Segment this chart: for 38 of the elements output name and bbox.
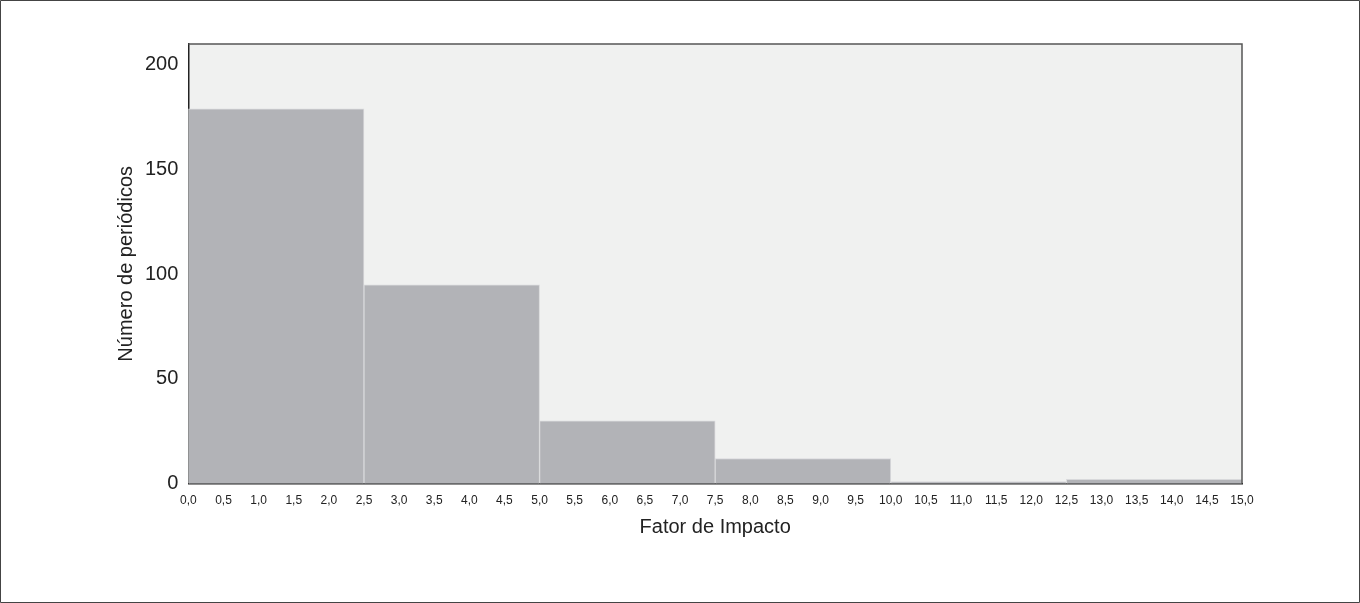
- x-tick-label: 9,5: [847, 493, 865, 508]
- x-tick-label: 5,0: [531, 493, 549, 508]
- x-tick-label: 12,0: [1019, 493, 1044, 508]
- x-tick-label: 15,0: [1230, 493, 1254, 508]
- x-tick-label: 1,5: [285, 493, 303, 508]
- x-tick-label: 14,0: [1160, 493, 1184, 508]
- x-tick-label: 2,5: [355, 493, 373, 508]
- x-tick-label: 7,0: [671, 493, 689, 508]
- y-tick-label: 100: [144, 261, 179, 284]
- y-tick-label: 200: [144, 52, 179, 75]
- x-tick-label: 4,0: [460, 493, 478, 508]
- x-tick-label: 3,0: [390, 493, 408, 508]
- x-tick-label: 0,0: [180, 493, 198, 508]
- x-tick-label: 11,5: [984, 493, 1008, 508]
- x-tick-label: 1,0: [250, 493, 268, 508]
- x-tick-label: 10,0: [879, 493, 903, 508]
- x-tick-label: 3,5: [425, 493, 443, 508]
- x-tick-label: 10,5: [914, 493, 938, 508]
- x-tick-label: 0,5: [215, 493, 233, 508]
- x-tick-label: 5,5: [566, 493, 584, 508]
- x-tick-label: 8,5: [777, 493, 795, 508]
- x-tick-label: 8,0: [741, 493, 759, 508]
- y-axis-title: Número de periódicos: [113, 165, 136, 362]
- y-tick-label: 50: [156, 366, 179, 389]
- y-tick-label: 0: [167, 471, 179, 494]
- x-tick-label: 4,5: [496, 493, 514, 508]
- x-tick-label: 13,0: [1089, 493, 1114, 508]
- x-tick-label: 6,5: [636, 493, 654, 508]
- x-axis-title: Fator de Impacto: [639, 514, 791, 537]
- x-tick-label: 13,5: [1124, 493, 1149, 508]
- x-tick-label: 2,0: [320, 493, 338, 508]
- x-tick-label: 14,5: [1195, 493, 1219, 508]
- x-tick-label: 9,0: [812, 493, 830, 508]
- x-tick-label: 12,5: [1054, 493, 1079, 508]
- x-tick-label: 7,5: [706, 493, 724, 508]
- y-tick-label: 150: [144, 157, 179, 180]
- x-tick-label: 6,0: [601, 493, 619, 508]
- x-tick-label: 11,0: [949, 493, 973, 508]
